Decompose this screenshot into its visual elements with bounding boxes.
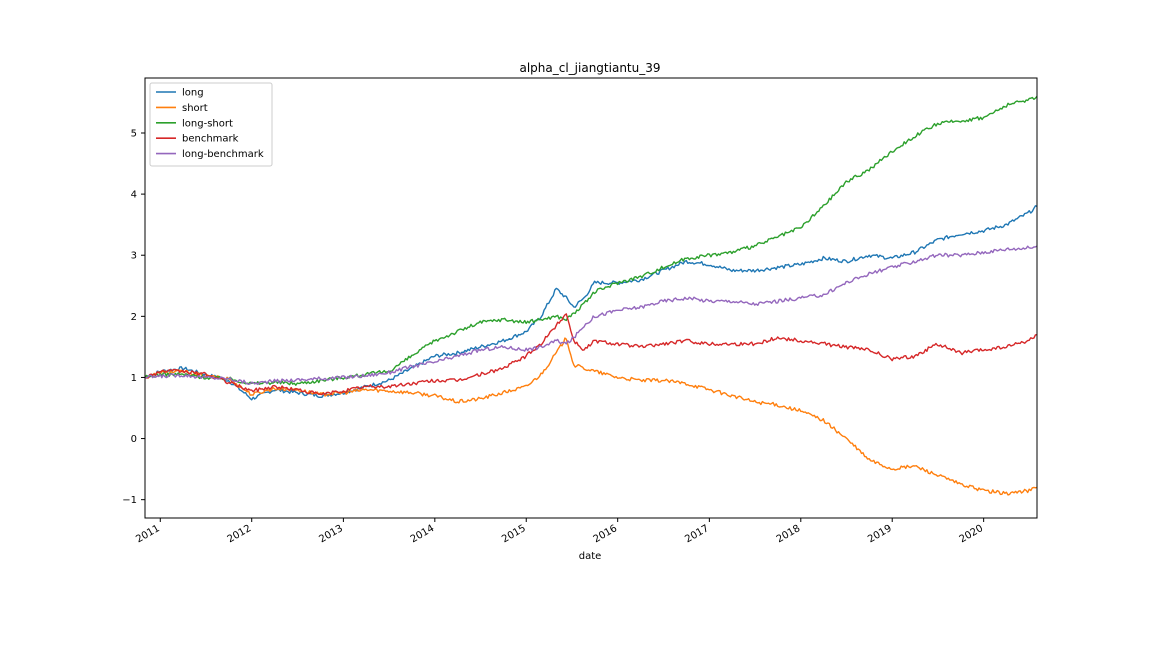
x-tick-label: 2016	[592, 523, 620, 545]
x-axis-title: date	[579, 551, 602, 562]
series-line-long	[144, 205, 1038, 401]
series-line-benchmark	[144, 313, 1038, 396]
x-tick-label: 2014	[409, 523, 437, 545]
series-line-short	[144, 337, 1038, 496]
series-line-long-benchmark	[144, 245, 1038, 386]
y-tick-label: 4	[131, 190, 137, 201]
x-tick-label: 2015	[500, 523, 528, 545]
x-axis: 2011 2012 2013 2014 2015 2016 2017 2018 2019 2020	[134, 518, 985, 545]
plot-frame	[144, 77, 1038, 519]
y-axis: −1 0 1 2 3 4 5	[122, 129, 145, 506]
x-tick-label: 2018	[775, 523, 803, 545]
legend: long short long-short benchmark long-benchma…	[149, 82, 273, 167]
x-tick-label: 2013	[317, 523, 345, 545]
x-tick-label: 2017	[683, 523, 711, 545]
legend-label-long: long	[182, 88, 204, 99]
legend-label-benchmark: benchmark	[182, 134, 239, 145]
y-tick-label: 3	[131, 251, 137, 262]
x-tick-label: 2012	[226, 523, 254, 545]
legend-label-short: short	[182, 103, 208, 114]
legend-label-long-benchmark: long-benchmark	[182, 149, 264, 160]
y-tick-label: 1	[131, 373, 137, 384]
x-tick-label: 2011	[134, 523, 162, 545]
chart-title: alpha_cl_jiangtiantu_39	[519, 61, 660, 75]
y-tick-label: 5	[131, 129, 137, 140]
y-tick-label: 2	[131, 312, 137, 323]
legend-box	[149, 82, 273, 167]
y-tick-label: −1	[122, 495, 137, 506]
x-tick-label: 2019	[866, 523, 894, 545]
series-line-long-short	[144, 95, 1038, 386]
y-tick-label: 0	[131, 434, 137, 445]
x-tick-label: 2020	[958, 523, 986, 545]
plot-lines	[144, 95, 1038, 496]
legend-label-long-short: long-short	[182, 118, 233, 129]
